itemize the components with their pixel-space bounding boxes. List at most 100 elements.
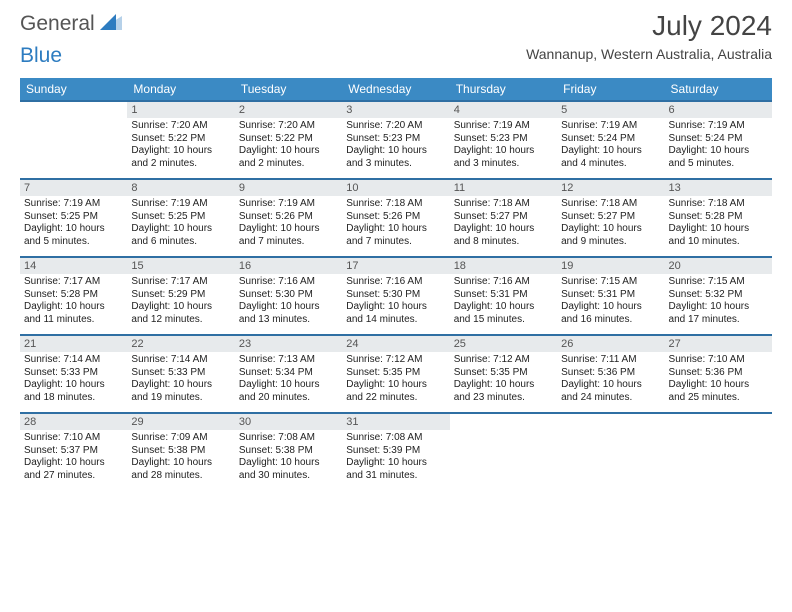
day-content: Sunrise: 7:10 AMSunset: 5:36 PMDaylight:… <box>665 352 772 412</box>
day-content: Sunrise: 7:20 AMSunset: 5:22 PMDaylight:… <box>235 118 342 178</box>
calendar-week-row: 1Sunrise: 7:20 AMSunset: 5:22 PMDaylight… <box>20 101 772 179</box>
day-number: 25 <box>450 336 557 352</box>
weekday-header: Tuesday <box>235 78 342 101</box>
day-number: 11 <box>450 180 557 196</box>
day-line: Sunrise: 7:15 AM <box>561 276 660 289</box>
day-content: Sunrise: 7:12 AMSunset: 5:35 PMDaylight:… <box>450 352 557 412</box>
day-number: 9 <box>235 180 342 196</box>
day-content: Sunrise: 7:18 AMSunset: 5:26 PMDaylight:… <box>342 196 449 256</box>
day-line: Sunrise: 7:15 AM <box>669 276 768 289</box>
calendar-cell <box>450 413 557 490</box>
day-line: Sunset: 5:37 PM <box>24 445 123 458</box>
day-number: 14 <box>20 258 127 274</box>
day-line: Sunset: 5:31 PM <box>454 289 553 302</box>
day-line: Sunrise: 7:19 AM <box>454 120 553 133</box>
day-number: 3 <box>342 102 449 118</box>
weekday-header: Monday <box>127 78 234 101</box>
day-content: Sunrise: 7:19 AMSunset: 5:25 PMDaylight:… <box>127 196 234 256</box>
day-line: Sunrise: 7:13 AM <box>239 354 338 367</box>
calendar-cell: 8Sunrise: 7:19 AMSunset: 5:25 PMDaylight… <box>127 179 234 257</box>
day-line: Sunrise: 7:12 AM <box>454 354 553 367</box>
calendar-cell: 17Sunrise: 7:16 AMSunset: 5:30 PMDayligh… <box>342 257 449 335</box>
day-line: Daylight: 10 hours and 4 minutes. <box>561 145 660 170</box>
day-line: Sunset: 5:38 PM <box>239 445 338 458</box>
day-line: Sunrise: 7:19 AM <box>24 198 123 211</box>
day-line: Sunset: 5:31 PM <box>561 289 660 302</box>
day-line: Sunset: 5:30 PM <box>239 289 338 302</box>
calendar-cell: 14Sunrise: 7:17 AMSunset: 5:28 PMDayligh… <box>20 257 127 335</box>
day-line: Sunset: 5:33 PM <box>131 367 230 380</box>
day-content: Sunrise: 7:18 AMSunset: 5:27 PMDaylight:… <box>450 196 557 256</box>
day-line: Sunrise: 7:19 AM <box>239 198 338 211</box>
day-content: Sunrise: 7:19 AMSunset: 5:23 PMDaylight:… <box>450 118 557 178</box>
day-number: 30 <box>235 414 342 430</box>
day-number: 29 <box>127 414 234 430</box>
day-line: Sunrise: 7:10 AM <box>24 432 123 445</box>
calendar-cell: 30Sunrise: 7:08 AMSunset: 5:38 PMDayligh… <box>235 413 342 490</box>
day-line: Daylight: 10 hours and 11 minutes. <box>24 301 123 326</box>
day-line: Sunset: 5:24 PM <box>669 133 768 146</box>
weekday-header: Sunday <box>20 78 127 101</box>
calendar-cell: 5Sunrise: 7:19 AMSunset: 5:24 PMDaylight… <box>557 101 664 179</box>
calendar-cell: 26Sunrise: 7:11 AMSunset: 5:36 PMDayligh… <box>557 335 664 413</box>
day-content: Sunrise: 7:16 AMSunset: 5:30 PMDaylight:… <box>235 274 342 334</box>
day-line: Sunset: 5:35 PM <box>346 367 445 380</box>
page-title: July 2024 <box>526 12 772 40</box>
calendar-cell: 1Sunrise: 7:20 AMSunset: 5:22 PMDaylight… <box>127 101 234 179</box>
day-content: Sunrise: 7:17 AMSunset: 5:29 PMDaylight:… <box>127 274 234 334</box>
day-line: Sunrise: 7:16 AM <box>346 276 445 289</box>
calendar-cell: 18Sunrise: 7:16 AMSunset: 5:31 PMDayligh… <box>450 257 557 335</box>
day-line: Sunrise: 7:19 AM <box>561 120 660 133</box>
day-number: 31 <box>342 414 449 430</box>
calendar-cell: 9Sunrise: 7:19 AMSunset: 5:26 PMDaylight… <box>235 179 342 257</box>
day-line: Sunrise: 7:18 AM <box>346 198 445 211</box>
day-content: Sunrise: 7:16 AMSunset: 5:31 PMDaylight:… <box>450 274 557 334</box>
day-number: 22 <box>127 336 234 352</box>
day-content: Sunrise: 7:19 AMSunset: 5:26 PMDaylight:… <box>235 196 342 256</box>
day-line: Daylight: 10 hours and 13 minutes. <box>239 301 338 326</box>
day-line: Sunset: 5:28 PM <box>24 289 123 302</box>
day-line: Sunrise: 7:20 AM <box>346 120 445 133</box>
day-number: 17 <box>342 258 449 274</box>
day-number: 10 <box>342 180 449 196</box>
day-line: Sunset: 5:24 PM <box>561 133 660 146</box>
day-line: Sunset: 5:26 PM <box>346 211 445 224</box>
calendar-cell: 7Sunrise: 7:19 AMSunset: 5:25 PMDaylight… <box>20 179 127 257</box>
day-line: Sunrise: 7:14 AM <box>131 354 230 367</box>
day-line: Daylight: 10 hours and 19 minutes. <box>131 379 230 404</box>
day-line: Daylight: 10 hours and 18 minutes. <box>24 379 123 404</box>
day-content: Sunrise: 7:13 AMSunset: 5:34 PMDaylight:… <box>235 352 342 412</box>
logo-text-general: General <box>20 12 95 36</box>
day-line: Sunrise: 7:19 AM <box>131 198 230 211</box>
day-line: Sunrise: 7:19 AM <box>669 120 768 133</box>
day-content: Sunrise: 7:08 AMSunset: 5:38 PMDaylight:… <box>235 430 342 490</box>
calendar-cell <box>557 413 664 490</box>
weekday-header-row: Sunday Monday Tuesday Wednesday Thursday… <box>20 78 772 101</box>
day-content: Sunrise: 7:16 AMSunset: 5:30 PMDaylight:… <box>342 274 449 334</box>
day-content: Sunrise: 7:18 AMSunset: 5:27 PMDaylight:… <box>557 196 664 256</box>
calendar-cell: 25Sunrise: 7:12 AMSunset: 5:35 PMDayligh… <box>450 335 557 413</box>
day-line: Sunset: 5:28 PM <box>669 211 768 224</box>
day-line: Sunset: 5:36 PM <box>561 367 660 380</box>
calendar-cell: 29Sunrise: 7:09 AMSunset: 5:38 PMDayligh… <box>127 413 234 490</box>
calendar-cell: 2Sunrise: 7:20 AMSunset: 5:22 PMDaylight… <box>235 101 342 179</box>
day-line: Sunrise: 7:14 AM <box>24 354 123 367</box>
calendar-cell: 23Sunrise: 7:13 AMSunset: 5:34 PMDayligh… <box>235 335 342 413</box>
weekday-header: Friday <box>557 78 664 101</box>
calendar-cell: 4Sunrise: 7:19 AMSunset: 5:23 PMDaylight… <box>450 101 557 179</box>
calendar-cell: 15Sunrise: 7:17 AMSunset: 5:29 PMDayligh… <box>127 257 234 335</box>
day-line: Daylight: 10 hours and 20 minutes. <box>239 379 338 404</box>
day-line: Sunset: 5:39 PM <box>346 445 445 458</box>
day-number: 23 <box>235 336 342 352</box>
day-content: Sunrise: 7:09 AMSunset: 5:38 PMDaylight:… <box>127 430 234 490</box>
day-number: 6 <box>665 102 772 118</box>
day-line: Daylight: 10 hours and 25 minutes. <box>669 379 768 404</box>
logo-triangle-icon <box>100 14 122 35</box>
day-line: Sunrise: 7:12 AM <box>346 354 445 367</box>
calendar-cell <box>665 413 772 490</box>
day-line: Sunrise: 7:20 AM <box>131 120 230 133</box>
day-line: Daylight: 10 hours and 16 minutes. <box>561 301 660 326</box>
day-line: Daylight: 10 hours and 10 minutes. <box>669 223 768 248</box>
day-line: Sunset: 5:32 PM <box>669 289 768 302</box>
day-number: 20 <box>665 258 772 274</box>
